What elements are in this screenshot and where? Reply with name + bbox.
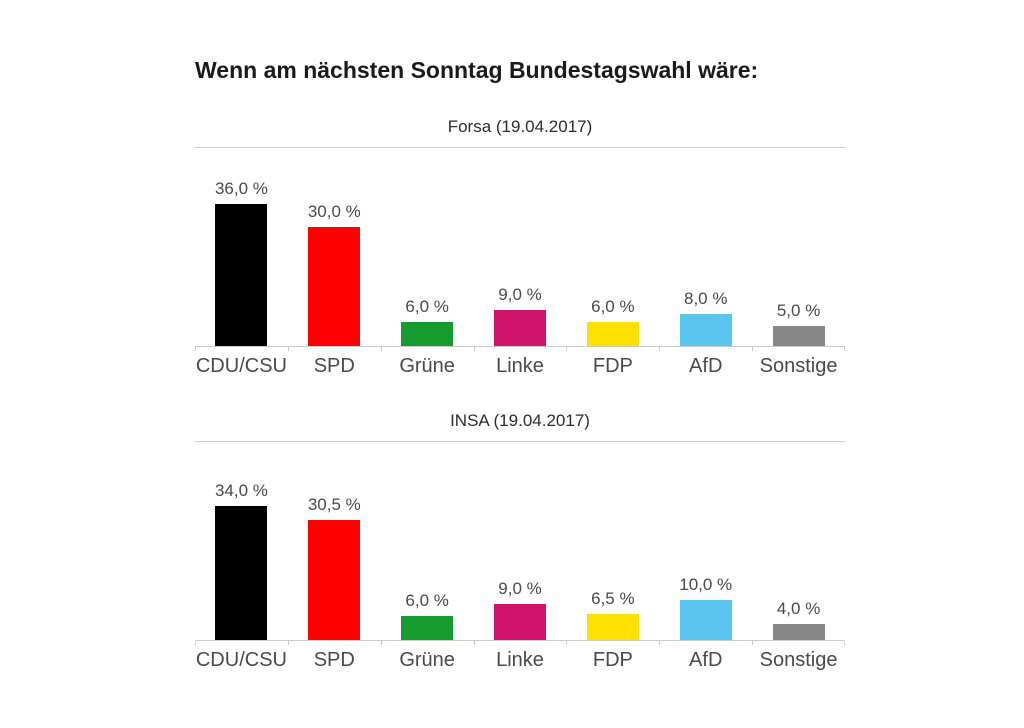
- bar-afd: [679, 314, 732, 346]
- page-title: Wenn am nächsten Sonntag Bundestagswahl …: [195, 57, 759, 83]
- bar-value-label: 9,0 %: [498, 579, 542, 598]
- category-label: FDP: [592, 649, 633, 671]
- bar-cdu-csu: [215, 204, 268, 346]
- axis-tick: [844, 640, 845, 645]
- bar-value-label: 6,0 %: [405, 297, 449, 316]
- axis-tick: [380, 640, 382, 645]
- category-label: Sonstige: [759, 649, 838, 671]
- bar-column-afd: 10,0 %: [659, 442, 752, 640]
- axis-tick: [380, 346, 382, 351]
- axis-tick: [566, 640, 568, 645]
- axis-tick: [473, 640, 475, 645]
- bar-column-gr-ne: 6,0 %: [381, 148, 474, 346]
- bar-column-gr-ne: 6,0 %: [381, 442, 474, 640]
- axis-tick: [659, 640, 661, 645]
- axis-tick: [473, 346, 475, 351]
- bar-value-label: 36,0 %: [214, 179, 268, 198]
- bar-column-cdu-csu: 34,0 %: [195, 442, 288, 640]
- bar-cdu-csu: [215, 506, 268, 640]
- category-label: Grüne: [399, 649, 455, 671]
- bar-value-label: 34,0 %: [214, 481, 268, 500]
- chart-insa: INSA (19.04.2017) 34,0 % 30,5 % 6,0 % 9,0 %…: [195, 410, 845, 672]
- bar-column-sonstige: 4,0 %: [752, 442, 845, 640]
- bar-value-label: 4,0 %: [776, 599, 821, 618]
- bar-value-label: 9,0 %: [498, 285, 542, 304]
- chart-subtitle-insa: INSA (19.04.2017): [195, 410, 845, 442]
- category-axis-insa: CDU/CSU SPD Grüne Linke FDP AfD Sonstige: [195, 641, 845, 672]
- bar-sonstige: [772, 624, 825, 640]
- bar-value-label: 6,0 %: [591, 297, 635, 316]
- axis-tick: [195, 640, 196, 645]
- category-label: SPD: [313, 649, 355, 671]
- category-label: FDP: [592, 355, 633, 377]
- bar-sonstige: [772, 326, 825, 346]
- bar-fdp: [586, 322, 639, 346]
- axis-tick: [844, 346, 845, 351]
- chart-forsa: Forsa (19.04.2017) 36,0 % 30,0 % 6,0 % 9,0 …: [195, 116, 845, 378]
- bar-value-label: 10,0 %: [679, 575, 733, 594]
- bar-column-fdp: 6,0 %: [566, 148, 659, 346]
- plot-area-forsa: 36,0 % 30,0 % 6,0 % 9,0 % 6,0 % 8,0 % 5,0 %: [195, 148, 845, 351]
- bar-value-label: 6,5 %: [591, 589, 635, 608]
- bar-value-label: 6,0 %: [405, 591, 449, 610]
- bar-column-linke: 9,0 %: [474, 442, 567, 640]
- bar-column-fdp: 6,5 %: [566, 442, 659, 640]
- category-label: Sonstige: [759, 355, 838, 377]
- bar-value-label: 30,0 %: [307, 202, 361, 221]
- category-label: AfD: [689, 649, 723, 671]
- bar-column-afd: 8,0 %: [659, 148, 752, 346]
- bar-gr-ne: [401, 616, 454, 640]
- bar-linke: [494, 310, 546, 346]
- chart-subtitle-forsa: Forsa (19.04.2017): [195, 116, 845, 148]
- bar-value-label: 5,0 %: [776, 301, 821, 320]
- axis-tick: [659, 346, 661, 351]
- category-label: SPD: [313, 355, 355, 377]
- bar-value-label: 30,5 %: [307, 495, 361, 514]
- bar-afd: [679, 600, 732, 640]
- category-axis-forsa: CDU/CSU SPD Grüne Linke FDP AfD Sonstige: [195, 347, 845, 378]
- axis-tick: [287, 640, 289, 645]
- bar-value-label: 8,0 %: [683, 289, 728, 308]
- category-label: Grüne: [399, 355, 455, 377]
- axis-tick: [195, 346, 196, 351]
- bar-spd: [308, 520, 361, 640]
- plot-area-insa: 34,0 % 30,5 % 6,0 % 9,0 % 6,5 % 10,0 % 4,0 %: [195, 442, 845, 645]
- axis-tick: [752, 640, 754, 645]
- bar-column-cdu-csu: 36,0 %: [195, 148, 288, 346]
- axis-tick: [752, 346, 754, 351]
- bar-fdp: [586, 614, 639, 640]
- category-label: Linke: [496, 649, 544, 671]
- axis-tick: [566, 346, 568, 351]
- category-label: AfD: [689, 355, 723, 377]
- bar-gr-ne: [401, 322, 454, 346]
- category-label: CDU/CSU: [195, 355, 287, 377]
- category-label: Linke: [496, 355, 544, 377]
- bar-column-spd: 30,5 %: [288, 442, 381, 640]
- bar-spd: [308, 227, 361, 346]
- bar-column-spd: 30,0 %: [288, 148, 381, 346]
- bar-linke: [494, 604, 546, 640]
- bar-column-linke: 9,0 %: [474, 148, 567, 346]
- bar-column-sonstige: 5,0 %: [752, 148, 845, 346]
- category-label: CDU/CSU: [195, 649, 287, 671]
- axis-tick: [287, 346, 289, 351]
